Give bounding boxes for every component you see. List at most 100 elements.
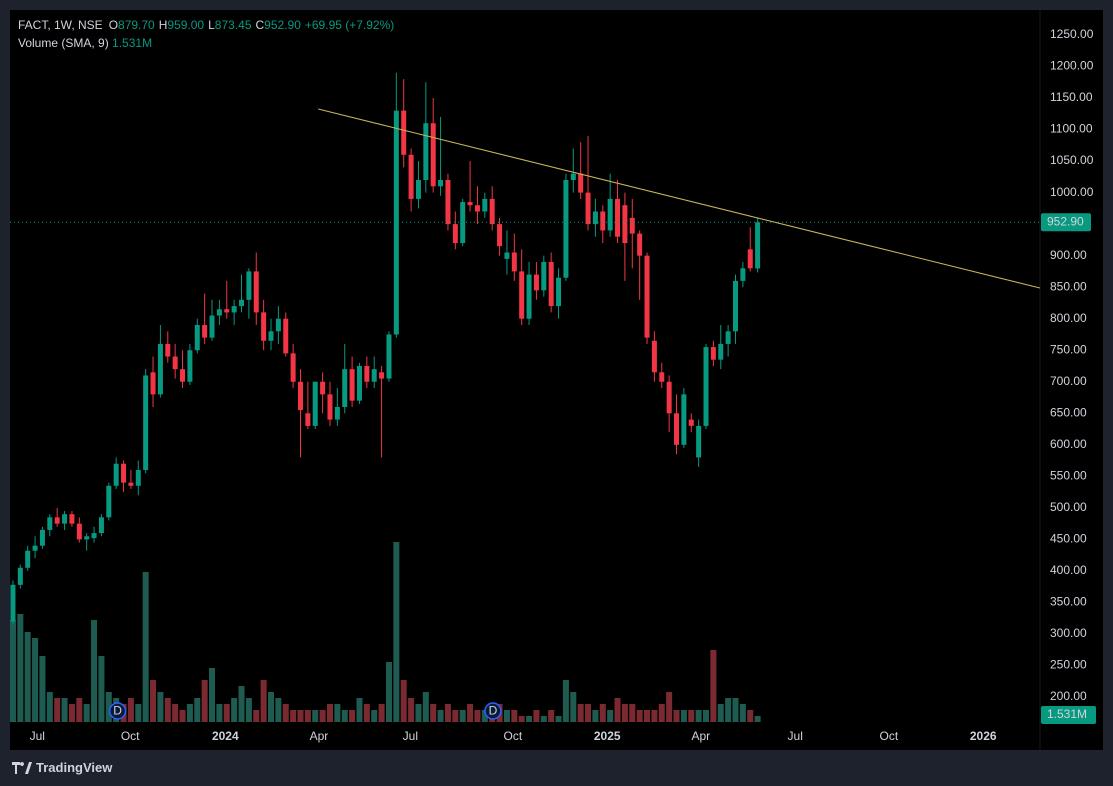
volume-bar — [562, 680, 569, 722]
volume-bar — [393, 542, 400, 722]
volume-bar — [415, 704, 422, 722]
candle-body — [438, 179, 444, 187]
volume-bar — [253, 710, 260, 722]
candle-body — [364, 366, 370, 382]
volume-bar — [105, 692, 112, 722]
volume-bar — [356, 698, 363, 722]
volume-bar — [636, 710, 643, 722]
volume-bar — [437, 710, 444, 722]
candle-body — [39, 529, 45, 546]
y-tick-label: 200.00 — [1050, 689, 1087, 703]
volume-bar — [371, 710, 378, 722]
candle-body — [320, 381, 326, 395]
candle-body — [69, 514, 75, 524]
volume-bar — [334, 704, 341, 722]
candle-body — [497, 224, 503, 247]
candle-body — [386, 334, 392, 379]
volume-bar — [599, 704, 606, 722]
volume-bar — [150, 680, 157, 722]
volume-bar — [201, 680, 208, 722]
volume-bar — [474, 710, 481, 722]
candle-body — [629, 217, 635, 234]
x-tick-label: Jul — [30, 729, 45, 743]
candle-body — [25, 550, 31, 568]
candle-body — [261, 312, 267, 341]
y-tick-label: 400.00 — [1050, 563, 1087, 577]
volume-bar — [540, 716, 547, 722]
volume-bar — [430, 704, 437, 722]
candle-body — [659, 372, 665, 382]
change: +69.95 (+7.92%) — [304, 18, 395, 32]
candle-body — [563, 179, 569, 278]
candle-body — [165, 343, 171, 357]
candle-body — [637, 233, 643, 256]
volume-bar — [260, 680, 267, 722]
volume-bar — [157, 692, 164, 722]
volume-bar — [312, 710, 319, 722]
legend-row: Volume (SMA, 9) 1.531M — [18, 34, 394, 52]
candle-body — [519, 271, 525, 319]
candle-body — [393, 110, 399, 335]
candle-body — [113, 463, 119, 486]
y-tick-label: 800.00 — [1050, 311, 1087, 325]
candle-body — [62, 514, 68, 524]
brand-name: TradingView — [36, 760, 113, 775]
volume-bar — [304, 710, 311, 722]
candle-body — [445, 179, 451, 225]
candle-body — [740, 268, 746, 281]
volume-bar — [651, 710, 658, 722]
candle-body — [755, 222, 761, 269]
last-price-box — [1041, 213, 1091, 232]
volume-bar — [76, 698, 83, 722]
volume-bar — [754, 716, 761, 722]
volume-bar — [592, 710, 599, 722]
volume-bar — [503, 710, 510, 722]
volume-bar — [142, 572, 149, 722]
candle-body — [408, 154, 414, 199]
x-tick-label: Jul — [403, 729, 418, 743]
volume-bar — [732, 698, 739, 722]
candle-body — [430, 123, 436, 187]
candle-body — [224, 309, 230, 313]
y-tick-label: 550.00 — [1050, 469, 1087, 483]
candle-body — [474, 205, 480, 212]
candle-body — [371, 369, 377, 382]
logo — [12, 761, 32, 774]
y-tick-label: 600.00 — [1050, 437, 1087, 451]
dividend-label: D — [113, 704, 122, 718]
y-tick-label: 1100.00 — [1050, 122, 1093, 136]
volume-bar — [194, 698, 201, 722]
candle-body — [54, 517, 60, 524]
candle-body — [379, 372, 385, 379]
candle-body — [180, 369, 186, 382]
dividend-marker — [484, 702, 502, 720]
dividend-marker — [108, 702, 127, 720]
y-tick-label: 250.00 — [1050, 658, 1087, 672]
candle-body — [482, 198, 488, 212]
y-tick-label: 750.00 — [1050, 342, 1087, 356]
candle-body — [290, 353, 296, 382]
volume-bar — [747, 710, 754, 722]
candle-body — [747, 249, 753, 269]
y-tick-label: 450.00 — [1050, 532, 1087, 546]
volume-bar — [54, 698, 61, 722]
legend: FACT, 1W, NSE O879.70 H959.00 L873.45 C952.9… — [18, 16, 394, 52]
candle-body — [541, 261, 547, 291]
volume-bar — [46, 692, 53, 722]
candle-body — [187, 350, 193, 382]
candle-body — [253, 271, 259, 313]
volume-bar — [555, 716, 562, 722]
candle-body — [268, 331, 274, 341]
trendline — [318, 108, 1041, 289]
volume-bar — [349, 710, 356, 722]
volume-bar — [459, 710, 466, 722]
y-tick-label: 1200.00 — [1050, 59, 1094, 73]
y-tick-label: 500.00 — [1050, 500, 1087, 514]
candle-body — [622, 205, 628, 244]
y-tick-label: 900.00 — [1050, 248, 1087, 262]
volume-bar — [39, 656, 46, 722]
candle-body — [600, 211, 606, 231]
candle-body — [150, 372, 156, 395]
